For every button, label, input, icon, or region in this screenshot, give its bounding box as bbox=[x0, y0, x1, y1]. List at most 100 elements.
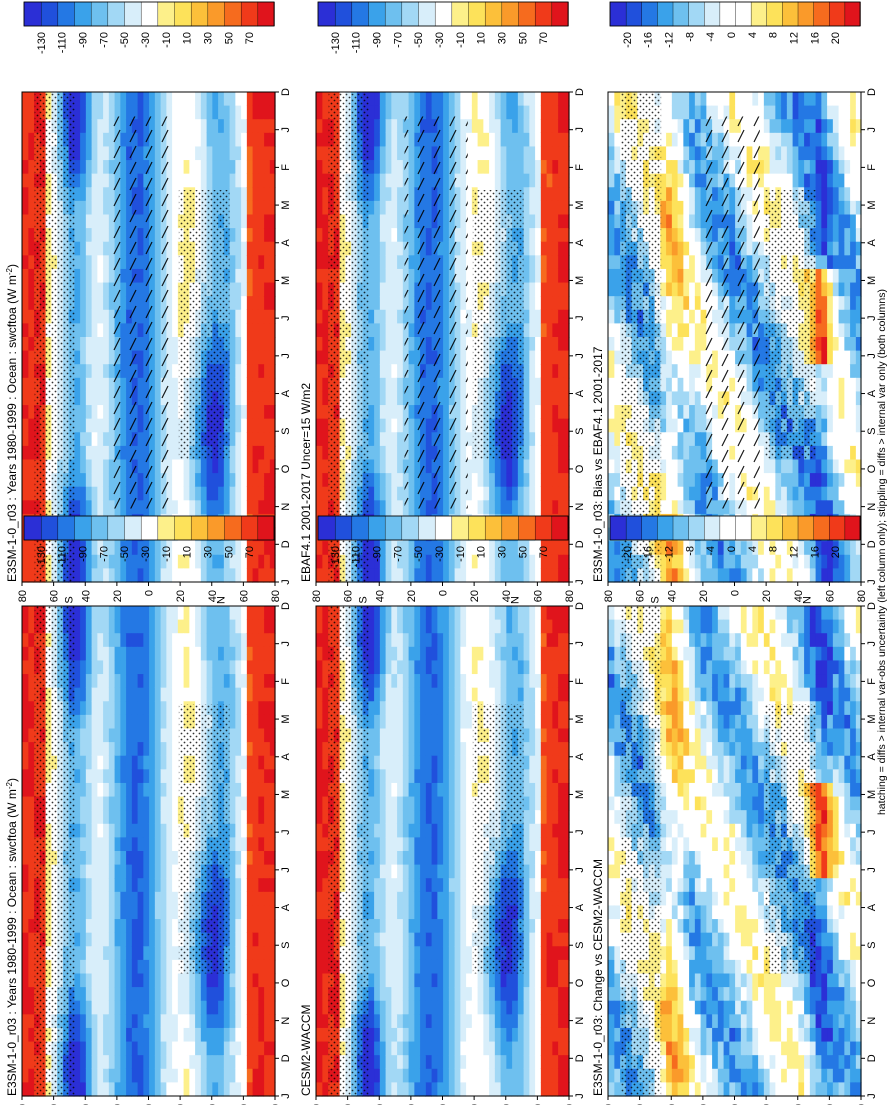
footer-caption: hatching = diffs > internal var-obs unce… bbox=[876, 289, 888, 815]
colorbar-swatch bbox=[317, 515, 336, 541]
colorbar-tick-label: -110 bbox=[57, 546, 69, 567]
lat-tick-label: 20 bbox=[469, 590, 481, 602]
month-tick-label: J bbox=[866, 127, 878, 133]
colorbar-tick-label: -90 bbox=[78, 546, 90, 562]
month-tick-label: J bbox=[866, 353, 878, 359]
colorbar-swatch bbox=[828, 1, 846, 27]
month-tick-label: M bbox=[280, 200, 292, 209]
month-tick-label: A bbox=[866, 238, 878, 246]
colorbar-tick-label: 8 bbox=[768, 546, 780, 552]
month-tick-label: N bbox=[280, 503, 292, 511]
stipple-band bbox=[472, 190, 524, 460]
colorbar-swatch bbox=[609, 1, 627, 27]
colorbar-swatch bbox=[766, 515, 783, 541]
stipple-band bbox=[472, 704, 524, 974]
colorbar-tick-label: 12 bbox=[789, 546, 801, 558]
lat-tick-label: 40 bbox=[793, 590, 805, 602]
colorbar-swatch bbox=[625, 1, 642, 27]
panel-title: E3SM-1-0_r03 : Years 1980-1999 : Ocean :… bbox=[5, 264, 19, 582]
colorbar-swatch bbox=[797, 515, 814, 541]
month-tick-label: D bbox=[866, 540, 878, 548]
lat-tick-label: 20 bbox=[698, 590, 710, 602]
colorbar-swatch bbox=[257, 515, 275, 541]
colorbar-tick-label: 10 bbox=[182, 546, 194, 558]
month-tick-label: S bbox=[574, 942, 586, 949]
colorbar-frame bbox=[23, 515, 275, 541]
stipple-band bbox=[34, 606, 76, 1096]
colorbar-swatch bbox=[719, 1, 736, 27]
colorbar-swatch bbox=[672, 515, 689, 541]
colorbar-tick-label: -30 bbox=[140, 32, 152, 48]
lat-tick-label: 40 bbox=[207, 590, 219, 602]
month-tick-label: M bbox=[866, 276, 878, 285]
month-tick-label: J bbox=[574, 127, 586, 133]
colorbar-tick-label: 30 bbox=[203, 546, 215, 558]
colorbar-swatch bbox=[73, 515, 92, 541]
month-tick-label: D bbox=[280, 540, 292, 548]
month-tick-label: J bbox=[866, 867, 878, 873]
lat-tick-label: 40 bbox=[374, 590, 386, 602]
colorbar-tick-label: -50 bbox=[119, 546, 131, 562]
stipple-band bbox=[34, 92, 76, 582]
month-tick-label: J bbox=[280, 353, 292, 359]
month-tick-label: J bbox=[574, 829, 586, 835]
colorbar-tick-label: -4 bbox=[705, 32, 717, 42]
month-tick-label: O bbox=[574, 464, 586, 473]
colorbar-tick-label: -30 bbox=[434, 546, 446, 562]
lat-tick-label: 60 bbox=[343, 590, 355, 602]
colorbar-tick-label: -70 bbox=[392, 546, 404, 562]
month-tick-label: D bbox=[280, 1054, 292, 1062]
colorbar-frame bbox=[317, 1, 569, 27]
month-tick-label: D bbox=[866, 88, 878, 96]
colorbar-swatch bbox=[467, 515, 486, 541]
month-tick-label: O bbox=[280, 978, 292, 987]
colorbar-swatch bbox=[207, 515, 225, 541]
colorbar-swatch bbox=[719, 515, 736, 541]
colorbar-swatch bbox=[812, 1, 830, 27]
colorbar-swatch bbox=[334, 515, 353, 541]
colorbar-swatch bbox=[401, 515, 419, 541]
colorbar-swatch bbox=[703, 515, 721, 541]
colorbar-tick-label: 70 bbox=[244, 546, 256, 558]
month-tick-label: D bbox=[280, 602, 292, 610]
colorbar-swatch bbox=[750, 515, 767, 541]
colorbar-swatch bbox=[750, 1, 767, 27]
hemi-label-s: S bbox=[650, 596, 662, 603]
colorbar-swatch bbox=[656, 515, 674, 541]
cb-abs-left: 70 50 30 10 -10 -30 -50 -70 -90 -110 -130 bbox=[23, 1, 275, 54]
colorbar-tick-label: 0 bbox=[726, 546, 738, 552]
hemi-label-n: N bbox=[801, 596, 813, 604]
colorbar-frame bbox=[609, 1, 861, 27]
lat-tick-label: 80 bbox=[856, 590, 868, 602]
month-tick-label: M bbox=[574, 714, 586, 723]
colorbar-tick-label: -130 bbox=[36, 32, 48, 54]
month-tick-label: J bbox=[574, 315, 586, 321]
month-tick-label: A bbox=[574, 903, 586, 911]
colorbar-swatch bbox=[73, 1, 92, 27]
cb-abs-left-mid: 70 50 30 10 -10 -30 -50 -70 -90 -110 -130 bbox=[317, 1, 569, 54]
colorbar-tick-label: 10 bbox=[476, 32, 488, 44]
colorbar-swatch bbox=[551, 515, 569, 541]
month-tick-label: S bbox=[866, 428, 878, 435]
colorbar-swatch bbox=[781, 515, 799, 541]
month-tick-label: M bbox=[280, 714, 292, 723]
lat-tick-label: 40 bbox=[501, 590, 513, 602]
colorbar-swatch bbox=[40, 1, 59, 27]
panel-title: E3SM-1-0_r03: Change vs CESM2-WACCM bbox=[591, 859, 605, 1096]
colorbar-tick-label: 70 bbox=[244, 32, 256, 44]
colorbar-swatch bbox=[656, 1, 674, 27]
colorbar-tick-label: -50 bbox=[119, 32, 131, 48]
month-tick-label: A bbox=[866, 752, 878, 760]
colorbar-swatch bbox=[625, 515, 642, 541]
lat-tick-label: 80 bbox=[603, 590, 615, 602]
month-tick-label: M bbox=[866, 200, 878, 209]
colorbar-frame bbox=[23, 1, 275, 27]
colorbar-swatch bbox=[384, 1, 403, 27]
month-tick-label: D bbox=[574, 1054, 586, 1062]
month-tick-label: J bbox=[280, 867, 292, 873]
colorbar-tick-label: -50 bbox=[413, 546, 425, 562]
colorbars-layer: 70503010-10-30-50-70-90-110-13070503010-… bbox=[23, 1, 861, 568]
month-tick-label: F bbox=[280, 678, 292, 685]
colorbar-tick-label: -16 bbox=[643, 546, 655, 562]
